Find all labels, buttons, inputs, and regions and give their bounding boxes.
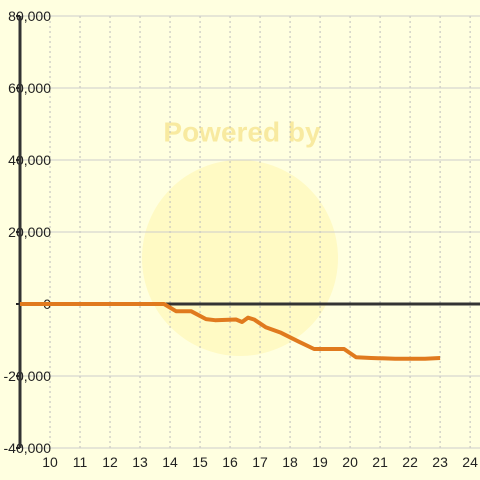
y-tick-label: 40,000: [8, 152, 51, 168]
x-tick-label: 10: [42, 454, 58, 470]
series-line: [20, 302, 441, 361]
y-tick-label: -40,000: [4, 440, 52, 456]
x-tick-label: 18: [282, 454, 298, 470]
x-tick-label: 24: [462, 454, 478, 470]
y-tick-label: -20,000: [4, 368, 52, 384]
x-tick-label: 15: [192, 454, 208, 470]
x-tick-label: 19: [312, 454, 328, 470]
x-tick-label: 16: [222, 454, 238, 470]
watermark: Powered by: [163, 116, 321, 147]
y-tick-label: 20,000: [8, 224, 51, 240]
x-tick-label: 21: [372, 454, 388, 470]
x-tick-label: 13: [132, 454, 148, 470]
watermark-logo: [142, 160, 338, 356]
x-tick-label: 17: [252, 454, 268, 470]
x-tick-label: 20: [342, 454, 358, 470]
x-tick-label: 11: [73, 454, 88, 470]
x-tick-label: 12: [102, 454, 118, 470]
y-tick-label: 60,000: [8, 80, 51, 96]
x-tick-label: 22: [402, 454, 418, 470]
x-tick-label: 14: [162, 454, 178, 470]
x-tick-label: 23: [432, 454, 448, 470]
y-tick-label: 80,000: [8, 8, 51, 24]
